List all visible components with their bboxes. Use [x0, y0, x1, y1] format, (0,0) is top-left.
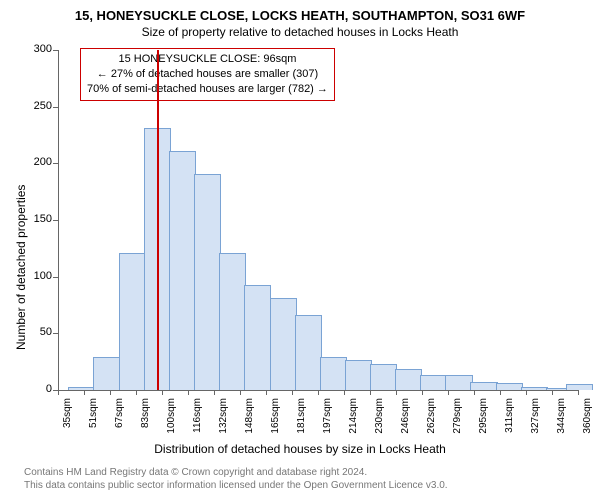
x-tick-label: 197sqm [322, 398, 333, 446]
x-tick-mark [214, 390, 215, 395]
x-tick-label: 279sqm [452, 398, 463, 446]
x-tick-mark [396, 390, 397, 395]
x-tick-mark [344, 390, 345, 395]
x-tick-mark [526, 390, 527, 395]
footer-line-1: Contains HM Land Registry data © Crown c… [24, 466, 448, 479]
y-tick-mark [53, 333, 58, 334]
x-tick-label: 327sqm [530, 398, 541, 446]
x-tick-label: 116sqm [192, 398, 203, 446]
y-tick-mark [53, 220, 58, 221]
x-tick-mark [240, 390, 241, 395]
histogram-bar [295, 315, 322, 390]
histogram-bar [420, 375, 447, 390]
footer-text: Contains HM Land Registry data © Crown c… [24, 466, 448, 492]
x-tick-mark [370, 390, 371, 395]
x-tick-mark [448, 390, 449, 395]
x-tick-label: 132sqm [218, 398, 229, 446]
histogram-bar [445, 375, 472, 390]
x-tick-label: 181sqm [296, 398, 307, 446]
y-tick-label: 0 [24, 383, 52, 395]
x-tick-label: 165sqm [270, 398, 281, 446]
x-tick-label: 344sqm [556, 398, 567, 446]
histogram-bar [93, 357, 120, 390]
page-title: 15, HONEYSUCKLE CLOSE, LOCKS HEATH, SOUT… [0, 0, 600, 23]
histogram-bar [395, 369, 422, 390]
x-tick-mark [110, 390, 111, 395]
y-axis-label: Number of detached properties [14, 185, 28, 350]
x-tick-label: 295sqm [478, 398, 489, 446]
histogram-bar [119, 253, 146, 390]
x-tick-label: 51sqm [88, 398, 99, 446]
reference-line [157, 50, 159, 390]
y-tick-label: 100 [24, 270, 52, 282]
histogram-bar [169, 151, 196, 390]
page-subtitle: Size of property relative to detached ho… [0, 23, 600, 39]
x-tick-label: 83sqm [140, 398, 151, 446]
x-tick-mark [318, 390, 319, 395]
x-tick-label: 360sqm [582, 398, 593, 446]
x-tick-mark [500, 390, 501, 395]
x-tick-label: 100sqm [166, 398, 177, 446]
x-tick-label: 35sqm [62, 398, 73, 446]
x-tick-label: 262sqm [426, 398, 437, 446]
x-tick-mark [84, 390, 85, 395]
histogram-bar [68, 387, 95, 390]
footer-line-2: This data contains public sector informa… [24, 479, 448, 492]
y-tick-mark [53, 163, 58, 164]
x-tick-mark [422, 390, 423, 395]
histogram-bar [370, 364, 397, 390]
y-tick-label: 250 [24, 100, 52, 112]
x-tick-label: 230sqm [374, 398, 385, 446]
x-tick-mark [552, 390, 553, 395]
x-tick-mark [58, 390, 59, 395]
y-tick-label: 300 [24, 43, 52, 55]
y-tick-mark [53, 277, 58, 278]
x-tick-label: 148sqm [244, 398, 255, 446]
histogram-bar [244, 285, 271, 390]
x-tick-mark [136, 390, 137, 395]
y-tick-label: 50 [24, 326, 52, 338]
histogram-bar [219, 253, 246, 390]
histogram-bar [566, 384, 593, 390]
x-tick-label: 246sqm [400, 398, 411, 446]
y-tick-mark [53, 107, 58, 108]
x-tick-mark [578, 390, 579, 395]
histogram-bar [194, 174, 221, 390]
histogram-bar [470, 382, 497, 390]
histogram-chart [58, 50, 579, 391]
x-tick-label: 311sqm [504, 398, 515, 446]
x-tick-mark [292, 390, 293, 395]
y-tick-mark [53, 50, 58, 51]
x-tick-label: 67sqm [114, 398, 125, 446]
y-tick-label: 200 [24, 156, 52, 168]
histogram-bar [496, 383, 523, 390]
x-tick-mark [474, 390, 475, 395]
x-tick-mark [188, 390, 189, 395]
histogram-bar [345, 360, 372, 390]
y-tick-label: 150 [24, 213, 52, 225]
histogram-bar [521, 387, 548, 390]
histogram-bar [270, 298, 297, 390]
histogram-bar [320, 357, 347, 390]
x-tick-mark [162, 390, 163, 395]
x-tick-mark [266, 390, 267, 395]
x-tick-label: 214sqm [348, 398, 359, 446]
